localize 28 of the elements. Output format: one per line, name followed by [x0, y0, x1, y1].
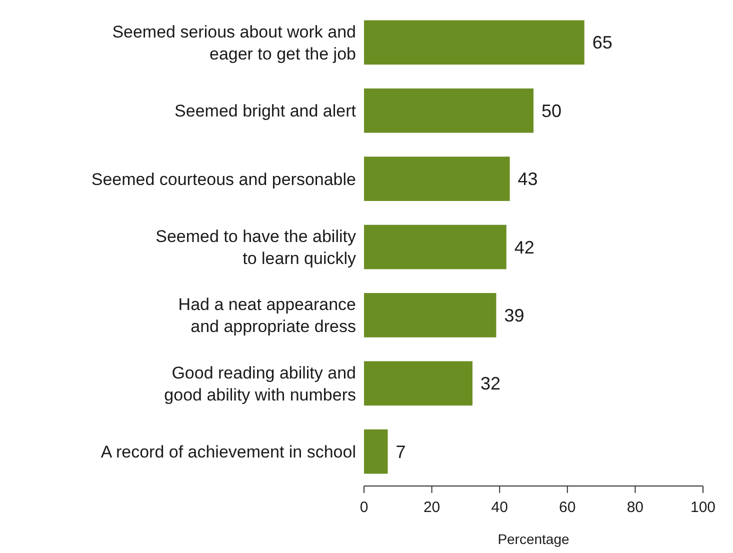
data-label: 43: [518, 169, 538, 190]
bar: [364, 429, 388, 474]
data-label: 65: [592, 32, 612, 53]
bar: [364, 293, 496, 338]
x-tick-label: 100: [690, 499, 716, 516]
y-tick-label: Had a neat appearance and appropriate dress: [178, 295, 356, 336]
x-tick-label: 60: [559, 499, 576, 516]
y-tick-label: Seemed bright and alert: [174, 102, 356, 121]
x-axis-title: Percentage: [498, 531, 570, 547]
bar: [364, 88, 534, 133]
data-label: 7: [396, 442, 406, 462]
x-tick-label: 0: [360, 499, 368, 516]
data-label: 39: [504, 305, 524, 326]
data-label: 50: [542, 100, 562, 121]
y-tick-label: Good reading ability and good ability with numbers: [164, 363, 356, 404]
data-label: 42: [514, 237, 534, 258]
bar: [364, 224, 506, 270]
x-tick-label: 80: [626, 499, 644, 516]
y-tick-label: Seemed to have the ability to learn quickly: [156, 226, 356, 268]
y-tick-label: Seemed courteous and personable: [91, 170, 356, 189]
x-tick-label: 40: [491, 499, 508, 516]
bar: [364, 361, 472, 406]
x-tick-label: 20: [423, 499, 440, 516]
data-label: 32: [480, 374, 501, 394]
bar: [364, 156, 510, 201]
y-tick-label: A record of achievement in school: [100, 442, 356, 462]
y-tick-label: Seemed serious about work and eager to get the job: [112, 22, 356, 64]
bar: [364, 20, 584, 65]
